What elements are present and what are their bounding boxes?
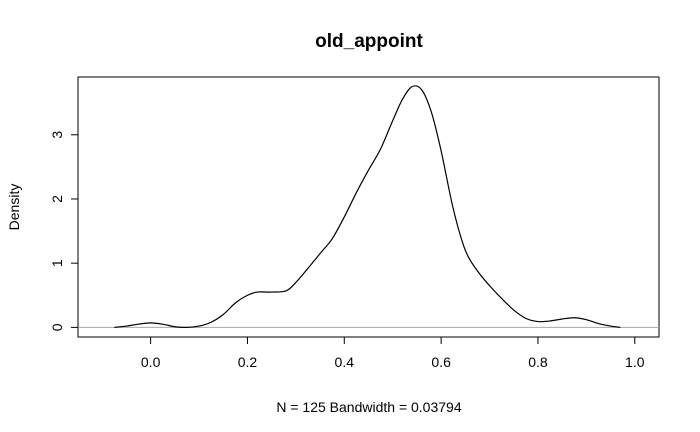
chart-title: old_appoint xyxy=(315,31,423,52)
plot-frame xyxy=(77,76,660,338)
y-axis: 0 1 2 3 xyxy=(49,131,79,331)
x-axis-label: N = 125 Bandwidth = 0.03794 xyxy=(276,399,461,415)
y-tick-label: 0 xyxy=(49,323,65,331)
x-tick-label: 0.0 xyxy=(141,354,161,370)
x-axis: 0.0 0.2 0.4 0.6 0.8 1.0 xyxy=(141,336,645,370)
x-tick-label: 0.2 xyxy=(238,354,258,370)
x-tick-label: 0.8 xyxy=(528,354,548,370)
y-tick-label: 2 xyxy=(49,195,65,203)
density-curve xyxy=(114,85,621,328)
x-tick-label: 0.4 xyxy=(335,354,355,370)
y-axis-label: Density xyxy=(6,184,22,231)
y-tick-label: 3 xyxy=(49,131,65,139)
y-tick-label: 1 xyxy=(49,259,65,267)
x-tick-label: 1.0 xyxy=(625,354,645,370)
x-tick-label: 0.6 xyxy=(431,354,451,370)
